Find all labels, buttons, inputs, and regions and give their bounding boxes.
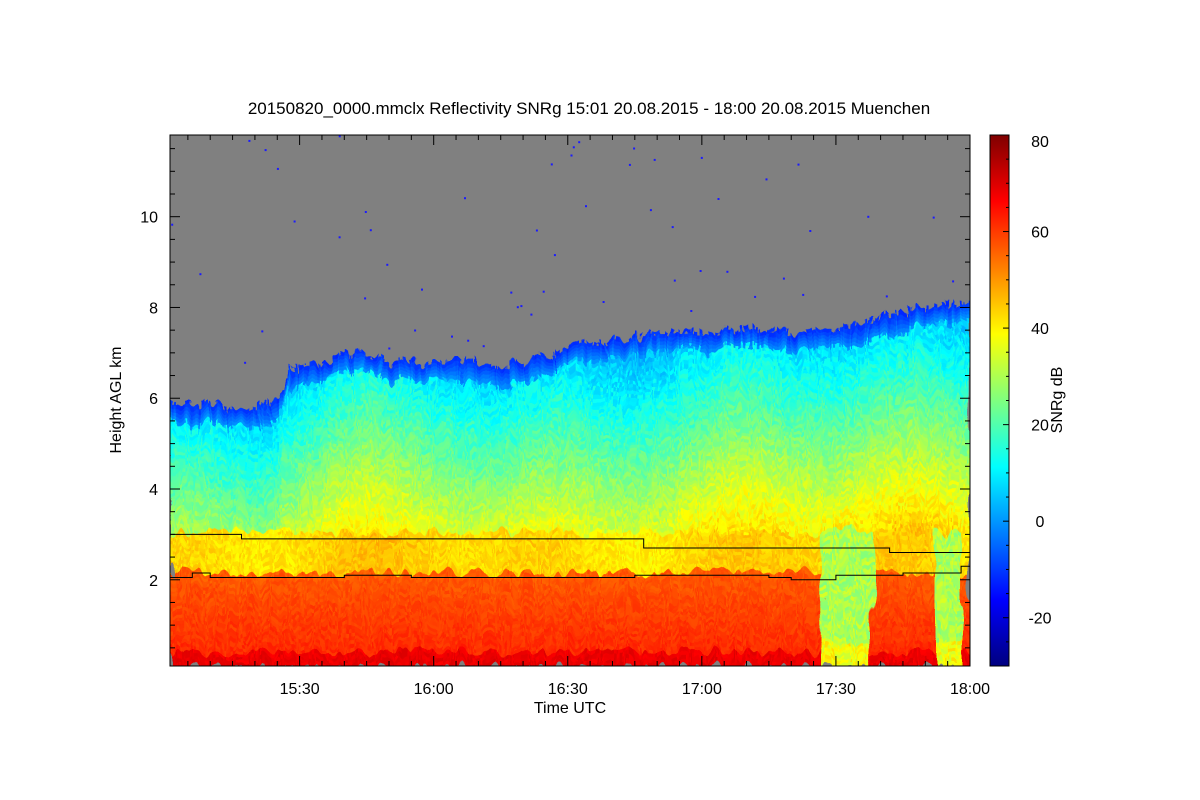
x-tick-label: 18:00 xyxy=(950,681,990,698)
x-tick-label: 16:00 xyxy=(414,681,454,698)
colorbar-tick-label: -20 xyxy=(1028,611,1051,628)
colorbar-ticks: -20 0 20 40 60 80 xyxy=(1003,134,1052,666)
colorbar: -20 0 20 40 60 80 SNRg dB xyxy=(990,134,1066,666)
colorbar-tick-label: 80 xyxy=(1031,134,1049,151)
colorbar-tick-label: 40 xyxy=(1031,321,1049,338)
x-axis-label: Time UTC xyxy=(534,700,606,717)
colorbar-tick-label: 20 xyxy=(1031,418,1049,435)
y-axis-label: Height AGL km xyxy=(108,346,125,453)
y-tick-label: 8 xyxy=(149,300,158,317)
x-tick-label: 17:00 xyxy=(682,681,722,698)
x-tick-label: 17:30 xyxy=(816,681,856,698)
y-tick-label: 4 xyxy=(149,482,158,499)
y-tick-label: 2 xyxy=(149,573,158,590)
x-tick-label: 15:30 xyxy=(280,681,320,698)
radar-chart: 20150820_0000.mmclx Reflectivity SNRg 15… xyxy=(0,0,1200,800)
y-tick-label: 6 xyxy=(149,391,158,408)
colorbar-tick-label: 0 xyxy=(1036,514,1045,531)
x-tick-label: 16:30 xyxy=(548,681,588,698)
colorbar-label: SNRg dB xyxy=(1049,367,1066,434)
plot-area xyxy=(170,135,971,667)
y-tick-label: 10 xyxy=(140,210,158,227)
colorbar-tick-label: 60 xyxy=(1031,225,1049,242)
chart-title: 20150820_0000.mmclx Reflectivity SNRg 15… xyxy=(248,99,930,118)
